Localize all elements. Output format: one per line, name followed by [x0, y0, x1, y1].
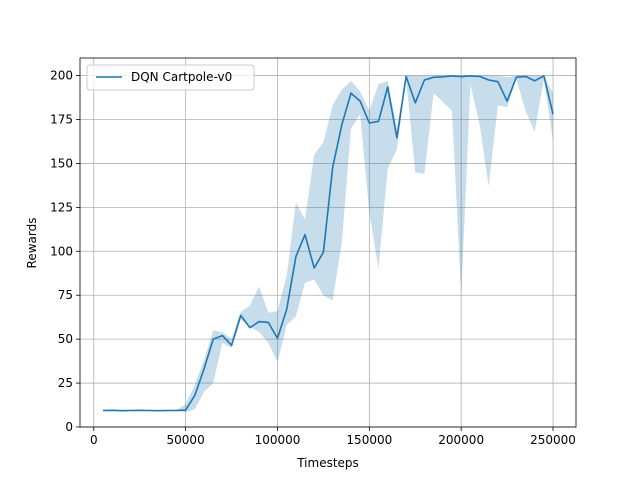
y-axis-label: Rewards	[25, 218, 39, 269]
x-tick-label: 100000	[255, 433, 301, 447]
plot-frame	[79, 57, 577, 428]
legend-box	[86, 64, 255, 91]
legend: DQN Cartpole-v0	[86, 64, 255, 91]
x-tick-label: 250000	[530, 433, 576, 447]
x-tick-label: 200000	[438, 433, 484, 447]
y-tick-label: 100	[50, 244, 73, 258]
y-tick-label: 175	[50, 113, 73, 127]
grid-lines	[80, 58, 576, 428]
y-tick-label: 50	[58, 332, 73, 346]
legend-entry-label: DQN Cartpole-v0	[131, 70, 232, 84]
x-tick-label: 50000	[167, 433, 205, 447]
x-tick-label: 150000	[346, 433, 392, 447]
axis-ticks: 0 50000 100000 150000 200000 250000 0 25 50 75 100…	[50, 69, 576, 447]
y-tick-label: 150	[50, 156, 73, 170]
series-mean-line	[102, 75, 554, 412]
y-tick-label: 75	[58, 288, 73, 302]
x-tick-label: 0	[90, 433, 98, 447]
x-axis-label: Timesteps	[296, 456, 359, 470]
y-tick-label: 25	[58, 376, 73, 390]
series-confidence-band	[103, 75, 553, 413]
y-tick-label: 0	[65, 420, 73, 434]
y-tick-label: 200	[50, 69, 73, 83]
y-tick-label: 125	[50, 200, 73, 214]
